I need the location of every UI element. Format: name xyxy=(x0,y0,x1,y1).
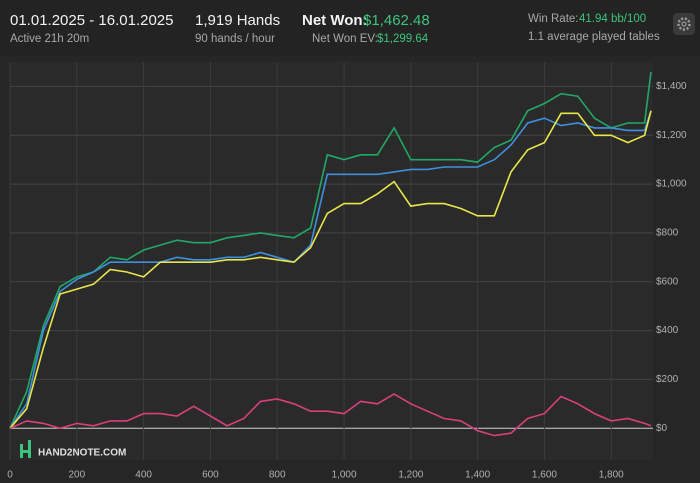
y-tick-label: $600 xyxy=(656,276,679,287)
x-tick-label: 1,600 xyxy=(532,470,557,481)
x-tick-label: 1,000 xyxy=(332,470,357,481)
win-rate-label: Win Rate: xyxy=(528,13,579,25)
series-line xyxy=(9,110,652,429)
y-tick-label: $800 xyxy=(656,228,679,239)
x-tick-label: 0 xyxy=(7,470,13,481)
net-won-label: Net Won: xyxy=(302,12,368,29)
date-range: 01.01.2025 - 16.01.2025 xyxy=(10,12,174,29)
x-tick-label: 1,400 xyxy=(465,470,490,481)
active-time: Active 21h 20m xyxy=(10,33,90,45)
net-won-value: $1,462.48 xyxy=(363,12,430,29)
hands-per-hour: 90 hands / hour xyxy=(195,33,275,45)
x-tick-label: 400 xyxy=(135,470,152,481)
y-tick-label: $1,000 xyxy=(656,179,687,190)
y-tick-label: $1,400 xyxy=(656,81,687,92)
logo-text: HAND2NOTE.COM xyxy=(38,448,126,459)
series-line xyxy=(9,71,652,429)
series-line xyxy=(9,393,652,437)
settings-button[interactable] xyxy=(673,13,695,35)
x-tick-label: 600 xyxy=(202,470,219,481)
ev-value: $1,299.64 xyxy=(377,33,429,45)
hands: 1,919 Hands xyxy=(195,12,281,29)
y-tick-label: $1,200 xyxy=(656,130,687,141)
ev-label: Net Won EV: xyxy=(312,33,378,45)
x-tick-label: 800 xyxy=(269,470,286,481)
summary-header: 01.01.2025 - 16.01.2025 Active 21h 20m 1… xyxy=(0,0,700,56)
tables: 1.1 average played tables xyxy=(528,31,660,43)
x-tick-label: 1,800 xyxy=(599,470,624,481)
y-tick-label: $0 xyxy=(656,423,668,434)
win-rate-value: 41.94 bb/100 xyxy=(579,13,647,25)
y-tick-label: $400 xyxy=(656,325,679,336)
y-tick-label: $200 xyxy=(656,374,679,385)
x-tick-label: 1,200 xyxy=(398,470,423,481)
x-tick-label: 200 xyxy=(68,470,85,481)
gear-icon xyxy=(677,17,691,31)
plot-area xyxy=(10,62,653,460)
logo: HAND2NOTE.COM xyxy=(20,440,126,459)
series-line xyxy=(9,110,652,429)
